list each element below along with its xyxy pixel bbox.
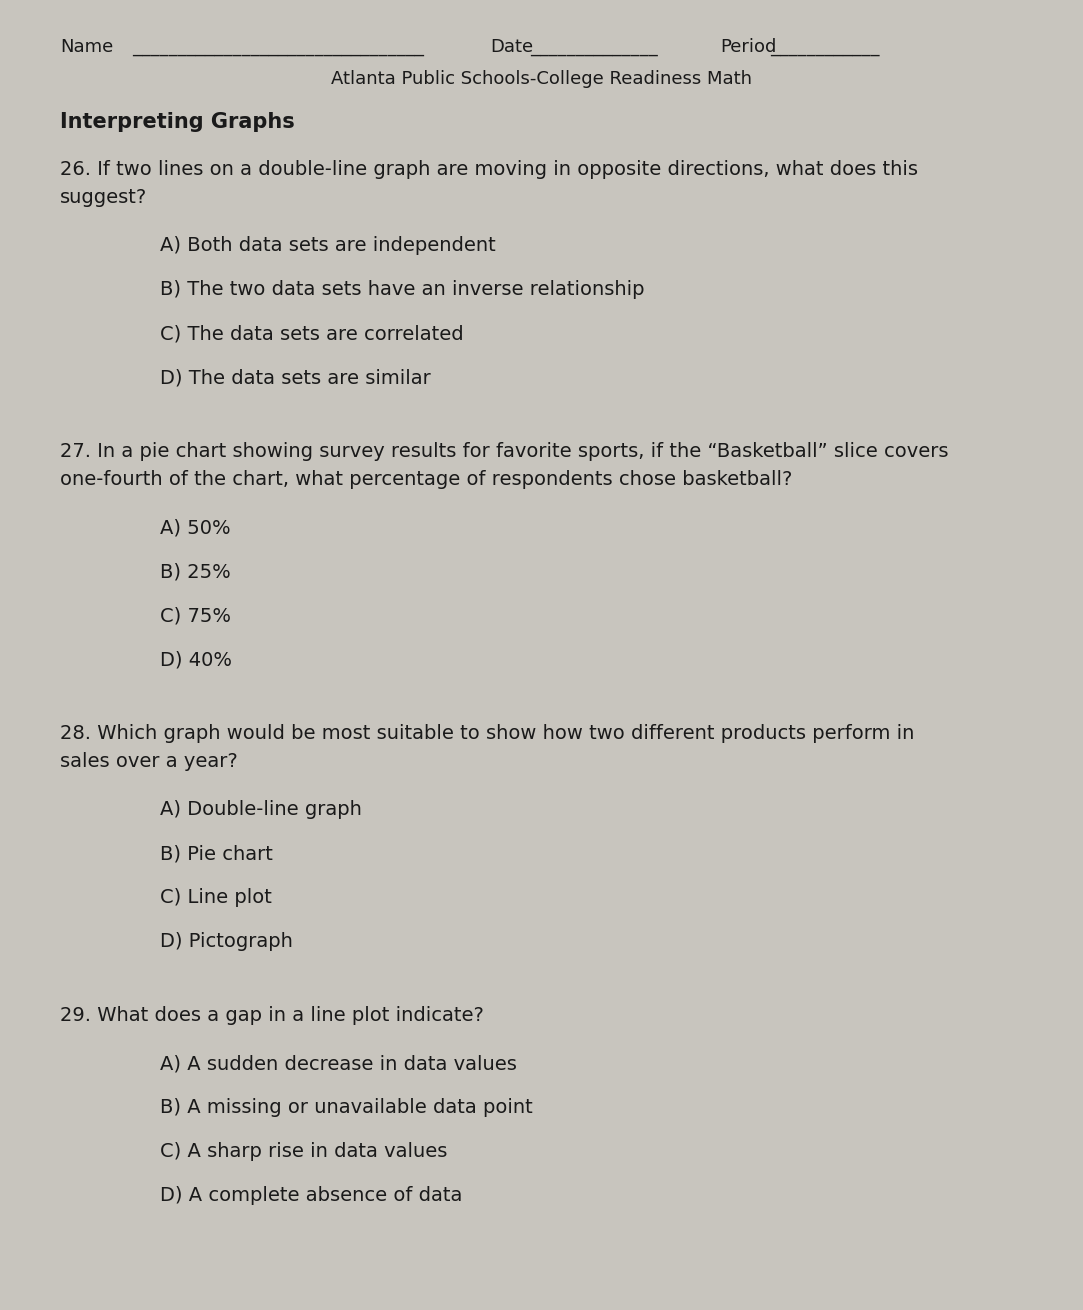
Text: 26. If two lines on a double-line graph are moving in opposite directions, what : 26. If two lines on a double-line graph …	[60, 160, 918, 179]
Text: ______________: ______________	[530, 38, 657, 56]
Text: C) Line plot: C) Line plot	[160, 888, 272, 907]
Text: 28. Which graph would be most suitable to show how two different products perfor: 28. Which graph would be most suitable t…	[60, 724, 914, 743]
Text: one-fourth of the chart, what percentage of respondents chose basketball?: one-fourth of the chart, what percentage…	[60, 470, 793, 489]
Text: Interpreting Graphs: Interpreting Graphs	[60, 111, 295, 132]
Text: Date: Date	[490, 38, 533, 56]
Text: D) A complete absence of data: D) A complete absence of data	[160, 1186, 462, 1205]
Text: Atlanta Public Schools-College Readiness Math: Atlanta Public Schools-College Readiness…	[331, 69, 752, 88]
Text: B) A missing or unavailable data point: B) A missing or unavailable data point	[160, 1098, 533, 1117]
Text: C) The data sets are correlated: C) The data sets are correlated	[160, 324, 464, 343]
Text: C) A sharp rise in data values: C) A sharp rise in data values	[160, 1142, 447, 1161]
Text: B) Pie chart: B) Pie chart	[160, 844, 273, 863]
Text: C) 75%: C) 75%	[160, 607, 231, 625]
Text: 27. In a pie chart showing survey results for favorite sports, if the “Basketbal: 27. In a pie chart showing survey result…	[60, 441, 949, 461]
Text: sales over a year?: sales over a year?	[60, 752, 238, 772]
Text: A) 50%: A) 50%	[160, 517, 231, 537]
Text: D) The data sets are similar: D) The data sets are similar	[160, 368, 431, 386]
Text: D) 40%: D) 40%	[160, 650, 232, 669]
Text: A) Both data sets are independent: A) Both data sets are independent	[160, 236, 496, 255]
Text: ____________: ____________	[770, 38, 879, 56]
Text: 29. What does a gap in a line plot indicate?: 29. What does a gap in a line plot indic…	[60, 1006, 484, 1024]
Text: A) A sudden decrease in data values: A) A sudden decrease in data values	[160, 1055, 517, 1073]
Text: A) Double-line graph: A) Double-line graph	[160, 800, 362, 819]
Text: Period: Period	[720, 38, 777, 56]
Text: ________________________________: ________________________________	[132, 38, 425, 56]
Text: B) The two data sets have an inverse relationship: B) The two data sets have an inverse rel…	[160, 280, 644, 299]
Text: D) Pictograph: D) Pictograph	[160, 931, 292, 951]
Text: Name: Name	[60, 38, 114, 56]
Text: B) 25%: B) 25%	[160, 562, 231, 582]
Text: suggest?: suggest?	[60, 189, 147, 207]
